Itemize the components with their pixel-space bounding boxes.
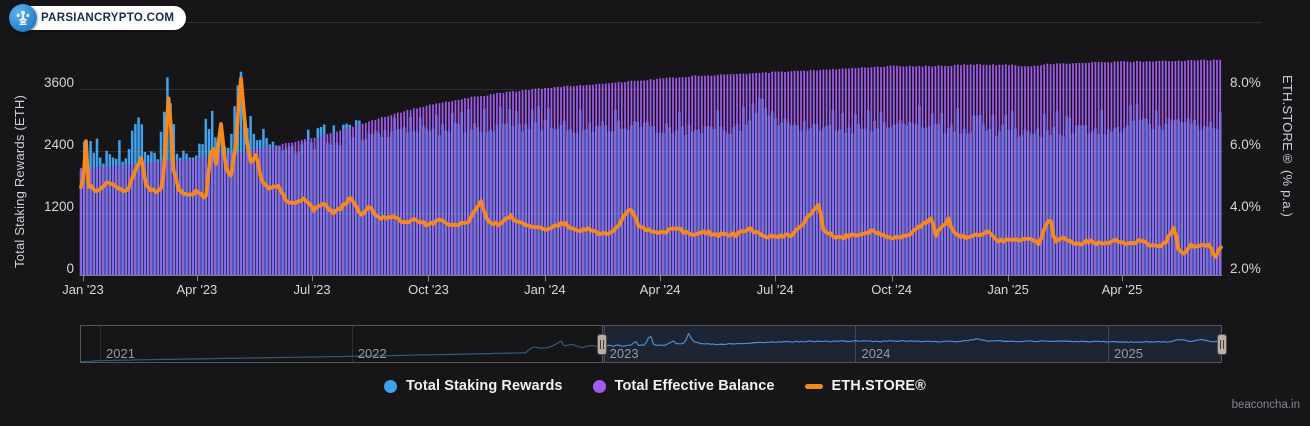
navigator-year-label: 2021 [106, 346, 135, 361]
right-axis-tick-label: 6.0% [1230, 137, 1261, 152]
left-axis-tick-label: 1200 [43, 199, 74, 214]
legend-circle-marker [592, 379, 606, 393]
right-axis-tick-label: 8.0% [1230, 75, 1261, 90]
left-axis-tick-label: 2400 [43, 137, 74, 152]
x-axis-label: Oct '23 [408, 282, 449, 297]
right-axis-title: ETH.STORE® (% p.a.) [1280, 75, 1295, 218]
legend-circle-marker [384, 379, 398, 393]
navigator-left-handle[interactable] [597, 334, 608, 355]
x-axis-label: Jan '23 [62, 282, 104, 297]
legend-label: Total Staking Rewards [406, 378, 563, 394]
header-rule [146, 22, 1262, 23]
navigator-year-label: 2025 [1114, 346, 1143, 361]
x-axis-label: Oct '24 [871, 282, 913, 297]
navigator-right-handle[interactable] [1216, 334, 1227, 355]
x-axis-label: Jul '24 [756, 282, 794, 297]
left-axis-title: Total Staking Rewards (ETH) [12, 94, 27, 268]
chart-legend: Total Staking Rewards Total Effective Bal… [0, 378, 1310, 394]
parsiancrypto-logo[interactable]: PARSIANCRYPTO.COM [9, 4, 187, 32]
x-axis-label: Jan '25 [987, 282, 1029, 297]
legend-item-eth-store[interactable]: ETH.STORE® [804, 378, 926, 394]
x-axis-label: Jan '24 [524, 282, 566, 297]
right-axis-tick-label: 2.0% [1230, 261, 1261, 276]
legend-dash-marker [804, 383, 823, 389]
right-axis-tick-label: 4.0% [1230, 199, 1261, 214]
logo-pill: PARSIANCRYPTO.COM [11, 6, 187, 30]
legend-item-total-effective-balance[interactable]: Total Effective Balance [592, 378, 775, 394]
legend-item-total-staking-rewards[interactable]: Total Staking Rewards [384, 378, 563, 394]
x-axis-label: Jul '23 [293, 282, 331, 297]
left-axis-tick-label: 3600 [43, 75, 74, 90]
navigator-year-label: 2022 [357, 346, 387, 361]
left-axis-tick-label: 0 [66, 261, 74, 276]
legend-label: ETH.STORE® [831, 378, 926, 394]
legend-label: Total Effective Balance [614, 378, 775, 394]
beaconchain-watermark[interactable]: beaconcha.in [1231, 399, 1300, 411]
brand-text: PARSIANCRYPTO.COM [41, 12, 175, 24]
navigator-year-label: 2023 [609, 346, 639, 361]
navigator-year-label: 2024 [861, 346, 891, 361]
x-axis-label: Apr '24 [639, 282, 681, 297]
x-axis-label: Apr '25 [1101, 282, 1143, 297]
x-axis-label: Apr '23 [176, 282, 218, 297]
parsiancrypto-logo-icon [9, 4, 37, 32]
